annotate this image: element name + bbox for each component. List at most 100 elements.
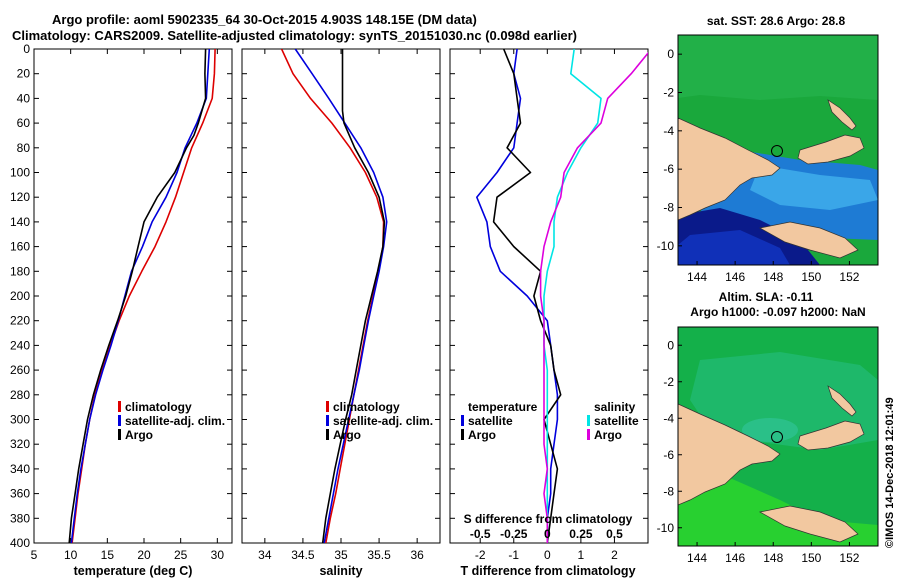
legend-label-t-argo: Argo bbox=[468, 428, 496, 442]
legend-label-satellite-adj: satellite-adj. clim. bbox=[333, 414, 433, 428]
new-britain-land-sst bbox=[797, 134, 865, 165]
sla-argo-marker bbox=[771, 431, 783, 443]
sla-map-ticks: 144 146 148 150 152 0 -2 -4 -6 -8 -10 bbox=[657, 338, 860, 565]
series-line-salinity-argo bbox=[539, 51, 648, 543]
difference-lines bbox=[475, 49, 648, 543]
y-tick-label: 380 bbox=[10, 511, 30, 525]
x-tick-label: 36 bbox=[410, 548, 424, 562]
sla-map-subtitle: Argo h1000: -0.097 h2000: NaN bbox=[690, 305, 865, 319]
y-tick-label: 240 bbox=[10, 338, 30, 352]
sst-map-frame bbox=[677, 34, 879, 266]
difference-panel: -2 -1 0 1 2 T difference from climatology S … bbox=[449, 48, 649, 578]
lat-tick-label: 0 bbox=[667, 338, 674, 352]
s-diff-tick-label: -0.5 bbox=[470, 527, 491, 541]
x-tick-label: 30 bbox=[211, 548, 225, 562]
sla-map: Altim. SLA: -0.11 Argo h1000: -0.097 h20… bbox=[657, 290, 879, 565]
y-tick-label: 120 bbox=[10, 190, 30, 204]
lon-tick-label: 146 bbox=[725, 551, 745, 565]
new-guinea-land-sla bbox=[678, 403, 781, 506]
x-tick-label: -2 bbox=[475, 548, 486, 562]
legend-label-satellite-adj: satellite-adj. clim. bbox=[125, 414, 225, 428]
figure-title-line2: Climatology: CARS2009. Satellite-adjuste… bbox=[12, 28, 577, 43]
sst-map-title: sat. SST: 28.6 Argo: 28.8 bbox=[707, 14, 846, 28]
legend-swatch-satellite-adj bbox=[326, 415, 329, 426]
temperature-panel: 5 10 15 20 25 3002040608010012014016018020022… bbox=[10, 42, 233, 578]
lat-tick-label: -8 bbox=[663, 201, 674, 215]
temperature-xlabel: temperature (deg C) bbox=[74, 564, 193, 578]
legend-label-s-argo: Argo bbox=[594, 428, 622, 442]
sst-mid-water bbox=[750, 165, 878, 210]
lat-tick-label: -10 bbox=[657, 239, 675, 253]
x-tick-label: 34 bbox=[258, 548, 272, 562]
difference-legend-temperature: temperature satellite Argo bbox=[461, 400, 538, 442]
new-ireland-land-sla bbox=[827, 385, 857, 417]
legend-swatch-s-argo bbox=[587, 429, 590, 440]
lat-tick-label: -4 bbox=[663, 411, 674, 425]
difference-xlabel-t: T difference from climatology bbox=[460, 564, 635, 578]
lat-tick-label: -4 bbox=[663, 124, 674, 138]
legend-swatch-t-argo bbox=[461, 429, 464, 440]
sst-map: sat. SST: 28.6 Argo: 28.8 144 146 148 150 15… bbox=[657, 14, 879, 284]
salinity-xlabel: salinity bbox=[319, 564, 362, 578]
x-tick-label: 35.5 bbox=[367, 548, 391, 562]
salinity-panel: 34 34.5 35 35.5 36 salinity climatology sate… bbox=[241, 48, 441, 578]
sst-argo-marker bbox=[771, 145, 783, 157]
sla-highlight bbox=[742, 418, 798, 442]
y-tick-label: 220 bbox=[10, 314, 30, 328]
sst-map-ticks: 144 146 148 150 152 0 -2 -4 -6 -8 -10 bbox=[657, 47, 860, 284]
x-tick-label: -1 bbox=[508, 548, 519, 562]
y-tick-label: 80 bbox=[17, 141, 31, 155]
x-tick-label: 10 bbox=[64, 548, 78, 562]
difference-plot-frame bbox=[449, 48, 649, 544]
y-tick-label: 0 bbox=[23, 42, 30, 56]
x-tick-label: 35 bbox=[334, 548, 348, 562]
lat-tick-label: -2 bbox=[663, 375, 674, 389]
sla-high-band bbox=[690, 352, 878, 450]
legend-swatch-s-satellite bbox=[587, 415, 590, 426]
lon-tick-label: 148 bbox=[763, 551, 783, 565]
lat-tick-label: -8 bbox=[663, 484, 674, 498]
s-diff-tick-label: -0.25 bbox=[500, 527, 528, 541]
y-tick-label: 320 bbox=[10, 437, 30, 451]
temperature-ticks: 5 10 15 20 25 3002040608010012014016018020022… bbox=[10, 42, 232, 562]
legend-label-argo: Argo bbox=[125, 428, 153, 442]
salinity-lines bbox=[280, 49, 388, 543]
x-tick-label: 25 bbox=[174, 548, 188, 562]
legend-title-salinity: salinity bbox=[594, 400, 636, 414]
sla-map-title: Altim. SLA: -0.11 bbox=[719, 290, 814, 304]
x-tick-label: 5 bbox=[31, 548, 38, 562]
legend-swatch-satellite-adj bbox=[118, 415, 121, 426]
y-tick-label: 260 bbox=[10, 363, 30, 377]
legend-swatch-climatology bbox=[118, 401, 121, 412]
y-tick-label: 280 bbox=[10, 388, 30, 402]
series-line-argo bbox=[68, 49, 207, 543]
lon-tick-label: 144 bbox=[687, 551, 707, 565]
lon-tick-label: 150 bbox=[801, 551, 821, 565]
legend-label-s-satellite: satellite bbox=[594, 414, 639, 428]
salinity-difference-ticks: -0.5 -0.25 0 0.25 0.5 bbox=[470, 527, 623, 541]
lat-tick-label: -10 bbox=[657, 521, 675, 535]
x-tick-label: 15 bbox=[101, 548, 115, 562]
x-tick-label: 20 bbox=[137, 548, 151, 562]
legend-label-climatology: climatology bbox=[333, 400, 400, 414]
salinity-ticks: 34 34.5 35 35.5 36 bbox=[242, 48, 440, 562]
y-tick-label: 100 bbox=[10, 166, 30, 180]
series-line-temperature-argo bbox=[492, 49, 562, 543]
sla-map-frame bbox=[677, 326, 879, 547]
legend-swatch-t-satellite bbox=[461, 415, 464, 426]
y-tick-label: 200 bbox=[10, 289, 30, 303]
figure-title-line1: Argo profile: aoml 5902335_64 30-Oct-201… bbox=[52, 12, 477, 27]
png-tail-land-sla bbox=[759, 505, 859, 543]
y-tick-label: 180 bbox=[10, 264, 30, 278]
legend-label-t-satellite: satellite bbox=[468, 414, 513, 428]
s-diff-tick-label: 0.5 bbox=[606, 527, 623, 541]
legend-label-argo: Argo bbox=[333, 428, 361, 442]
y-tick-label: 300 bbox=[10, 413, 30, 427]
difference-legend-salinity: salinity satellite Argo bbox=[587, 400, 639, 442]
s-diff-tick-label: 0 bbox=[544, 527, 551, 541]
legend-title-temperature: temperature bbox=[468, 400, 538, 414]
lon-tick-label: 146 bbox=[725, 270, 745, 284]
lat-tick-label: -6 bbox=[663, 162, 674, 176]
lat-tick-label: -6 bbox=[663, 448, 674, 462]
legend-swatch-argo bbox=[118, 429, 121, 440]
